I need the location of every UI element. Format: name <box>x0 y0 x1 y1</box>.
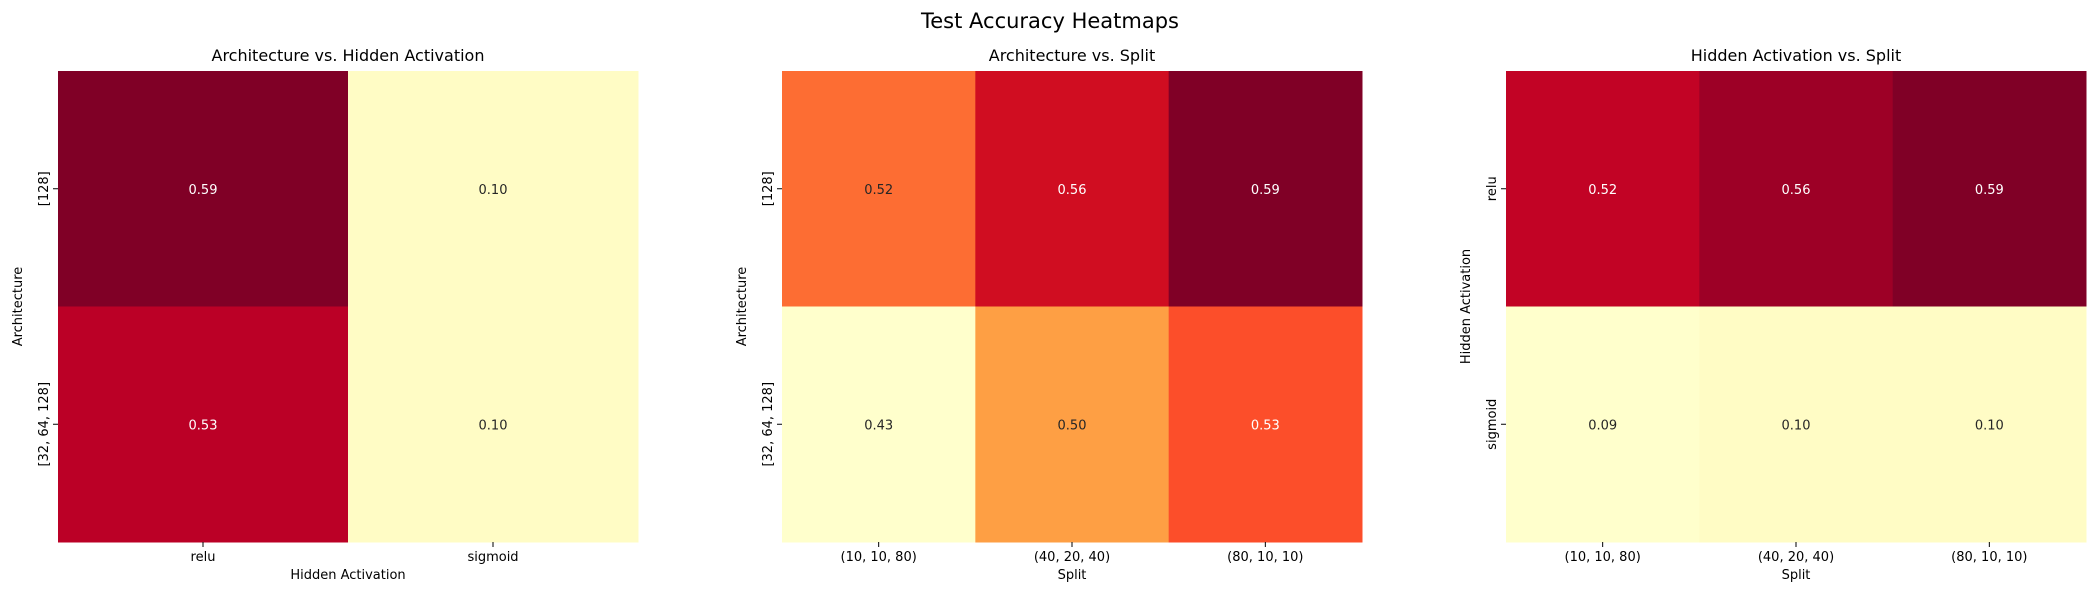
cell-value-label: 0.59 <box>1975 183 2004 198</box>
x-tick-label: (40, 20, 40) <box>1034 550 1110 565</box>
heatmap-cell <box>58 306 349 543</box>
heatmap-cell <box>1506 71 1700 307</box>
heatmap-cell <box>58 71 349 307</box>
x-tick-label: (80, 10, 10) <box>1951 550 2027 565</box>
heatmap-panel-2: 0.52 0.56 0.59 0.43 0.50 0.53 Architecture vs.… <box>735 46 1363 583</box>
heatmap-panels: 0.59 0.10 0.53 0.10 Architecture vs. Hidden … <box>11 46 2087 583</box>
heatmap-cell <box>1168 306 1363 543</box>
cell-value-label: 0.59 <box>1251 183 1280 198</box>
cell-value-label: 0.43 <box>864 418 893 433</box>
cell-value-label: 0.53 <box>189 418 218 433</box>
heatmap-cell <box>975 306 1170 543</box>
x-axis-label: Split <box>1058 568 1087 583</box>
y-tick-label: relu <box>1485 176 1500 201</box>
y-axis-label: Architecture <box>735 267 750 347</box>
y-axis-label: Architecture <box>11 267 26 347</box>
panel-title: Hidden Activation vs. Split <box>1691 46 1902 65</box>
x-tick-label: (80, 10, 10) <box>1227 550 1303 565</box>
cell-value-label: 0.10 <box>479 183 508 198</box>
y-axis-label: Hidden Activation <box>1459 249 1474 364</box>
heatmap-cell <box>348 71 639 307</box>
x-tick-label: sigmoid <box>467 550 518 565</box>
y-tick-label: [128] <box>761 171 776 206</box>
y-tick-label: [32, 64, 128] <box>761 382 776 467</box>
heatmap-cell <box>1699 306 1894 543</box>
cell-value-label: 0.52 <box>1588 183 1617 198</box>
panel-title: Architecture vs. Hidden Activation <box>212 46 485 65</box>
heatmap-cell <box>1506 306 1700 543</box>
heatmap-cell <box>782 306 976 543</box>
x-tick-label: relu <box>191 550 216 565</box>
panel-title: Architecture vs. Split <box>989 46 1156 65</box>
x-axis-label: Hidden Activation <box>290 568 405 583</box>
y-tick-label: [128] <box>37 171 52 206</box>
x-tick-label: (10, 10, 80) <box>1565 550 1641 565</box>
figure-title: Test Accuracy Heatmaps <box>920 9 1179 33</box>
heatmap-cell <box>348 306 639 543</box>
heatmap-cell <box>1892 306 2087 543</box>
heatmap-cell <box>1168 71 1363 307</box>
heatmap-cell <box>1892 71 2087 307</box>
cell-value-label: 0.56 <box>1782 183 1811 198</box>
heatmap-cell <box>1699 71 1894 307</box>
cell-value-label: 0.59 <box>189 183 218 198</box>
cell-value-label: 0.52 <box>864 183 893 198</box>
cell-value-label: 0.10 <box>479 418 508 433</box>
heatmap-cell <box>782 71 976 307</box>
heatmap-cell <box>975 71 1170 307</box>
x-tick-label: (40, 20, 40) <box>1758 550 1834 565</box>
cell-value-label: 0.09 <box>1588 418 1617 433</box>
x-axis-label: Split <box>1782 568 1811 583</box>
heatmap-panel-3: 0.52 0.56 0.59 0.09 0.10 0.10 Hidden Activatio… <box>1459 46 2087 583</box>
cell-value-label: 0.53 <box>1251 418 1280 433</box>
cell-value-label: 0.10 <box>1782 418 1811 433</box>
cell-value-label: 0.56 <box>1058 183 1087 198</box>
y-tick-label: sigmoid <box>1485 399 1500 450</box>
cell-value-label: 0.50 <box>1058 418 1087 433</box>
cell-value-label: 0.10 <box>1975 418 2004 433</box>
y-tick-label: [32, 64, 128] <box>37 382 52 467</box>
heatmap-panel-1: 0.59 0.10 0.53 0.10 Architecture vs. Hidden … <box>11 46 639 583</box>
x-tick-label: (10, 10, 80) <box>841 550 917 565</box>
